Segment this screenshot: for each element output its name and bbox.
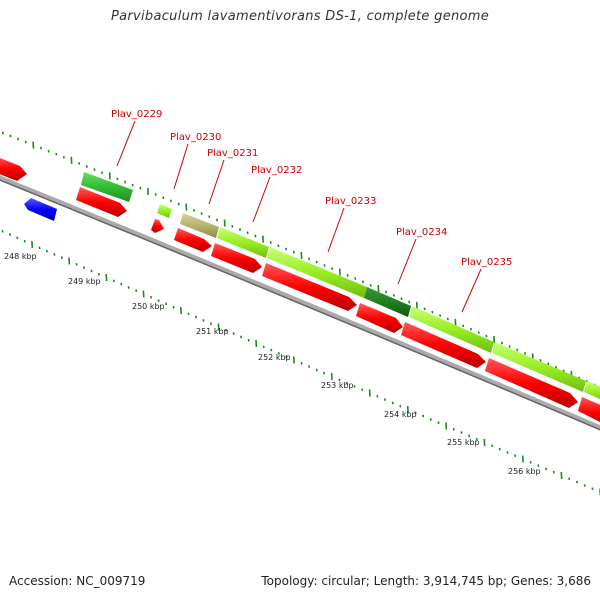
- gene-arrow-reverse: [24, 198, 57, 221]
- gene-arrow-forward: [0, 158, 27, 181]
- svg-text:Plav_0232: Plav_0232: [251, 165, 302, 176]
- topology-text: Topology: circular; Length: 3,914,745 bp…: [261, 574, 591, 588]
- ortholog-block: [409, 306, 494, 353]
- gene-label-plav-0235: Plav_0235: [461, 257, 512, 313]
- gene-label-plav-0231: Plav_0231: [207, 148, 258, 205]
- svg-text:Plav_0234: Plav_0234: [396, 227, 447, 238]
- gene-arrow-forward: [76, 187, 127, 217]
- map-title: Parvibaculum lavamentivorans DS-1, compl…: [110, 9, 490, 24]
- gene-arrow-forward: [151, 219, 164, 233]
- gene-arrow-forward: [401, 322, 486, 368]
- scale-label: 251 kbp: [196, 327, 229, 336]
- svg-text:Plav_0229: Plav_0229: [111, 109, 162, 120]
- gene-arrow-forward: [578, 397, 600, 422]
- gene-label-plav-0232: Plav_0232: [251, 165, 302, 223]
- gene-label-plav-0233: Plav_0233: [325, 196, 376, 253]
- ortholog-block: [157, 204, 172, 218]
- gene-arrow-forward: [485, 358, 578, 408]
- svg-text:Plav_0230: Plav_0230: [170, 132, 221, 143]
- scale-label: 252 kbp: [258, 353, 291, 362]
- svg-text:Plav_0235: Plav_0235: [461, 257, 512, 268]
- ortholog-block: [364, 287, 411, 317]
- genome-backbone: [0, 175, 600, 431]
- scale-label: 253 kbp: [321, 381, 354, 390]
- svg-text:Plav_0233: Plav_0233: [325, 196, 376, 207]
- gene-label-plav-0230: Plav_0230: [170, 132, 221, 190]
- gene-track: [0, 158, 600, 422]
- gene-arrow-forward: [356, 303, 403, 333]
- ortholog-block: [267, 247, 367, 298]
- genome-backbone-edge: [0, 179, 600, 431]
- svg-text:Plav_0231: Plav_0231: [207, 148, 258, 159]
- scale-labels: 248 kbp 249 kbp 250 kbp 251 kbp 252 kbp …: [4, 252, 541, 476]
- scale-label: 249 kbp: [68, 277, 101, 286]
- ortholog-block: [492, 342, 586, 392]
- ortholog-ring: [81, 172, 600, 399]
- gene-label-plav-0234: Plav_0234: [396, 227, 447, 285]
- ortholog-block: [180, 213, 219, 238]
- inner-tick-row: [1, 229, 600, 496]
- gene-arrow-forward: [211, 243, 262, 273]
- scale-label: 250 kbp: [132, 302, 165, 311]
- ortholog-block: [81, 172, 133, 202]
- gene-arrow-forward: [262, 263, 357, 311]
- scale-label: 256 kbp: [508, 467, 541, 476]
- scale-label: 248 kbp: [4, 252, 37, 261]
- scale-label: 254 kbp: [384, 410, 417, 419]
- ortholog-block: [584, 381, 600, 399]
- scale-label: 255 kbp: [447, 438, 480, 447]
- gene-arrow-forward: [174, 228, 212, 252]
- gene-labels: Plav_0229 Plav_0230 Plav_0231 Plav_0232 …: [111, 109, 512, 313]
- outer-tick-row: [1, 131, 596, 387]
- gene-label-plav-0229: Plav_0229: [111, 109, 162, 167]
- ortholog-block: [217, 227, 269, 258]
- accession-text: Accession: NC_009719: [9, 574, 146, 588]
